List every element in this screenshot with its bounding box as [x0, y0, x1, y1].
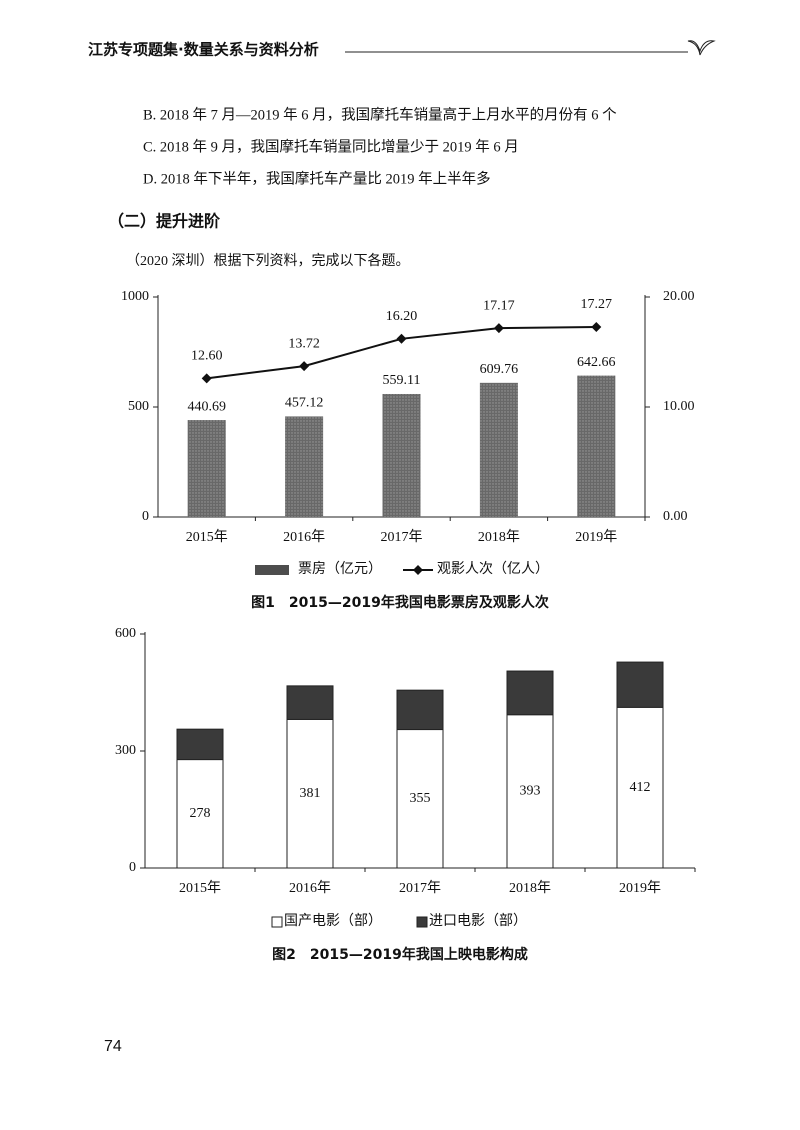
x-tick-label: 2016年 — [289, 880, 331, 896]
y-tick-label: 600 — [115, 626, 136, 641]
legend-label: 票房（亿元） — [298, 561, 382, 577]
data-label: 457.12 — [285, 396, 324, 411]
bar-segment — [286, 718, 334, 869]
option: C. 2018 年 9 月，我国摩托车销量同比增量少于 2019 年 6 月 — [143, 137, 519, 155]
x-tick-label: 2019年 — [619, 880, 661, 896]
page-number: 74 — [104, 1038, 122, 1055]
section-heading: （二）提升进阶 — [108, 212, 221, 231]
label-bg — [375, 371, 428, 390]
x-tick-label: 2019年 — [575, 529, 617, 545]
data-label: 393 — [520, 784, 541, 799]
x-tick-label: 2016年 — [283, 529, 325, 545]
bar-segment — [396, 729, 444, 869]
data-label: 16.20 — [386, 309, 418, 324]
y-tick-label: 1000 — [121, 289, 149, 304]
bar-texture — [285, 416, 324, 517]
bar-texture — [187, 420, 226, 517]
data-label: 381 — [300, 786, 321, 801]
legend-swatch — [255, 565, 289, 575]
data-label: 17.17 — [483, 298, 515, 313]
y-tick-label: 0 — [129, 860, 136, 875]
bar-segment — [616, 661, 664, 708]
y2-tick-label: 10.00 — [663, 399, 695, 414]
bar-segment — [506, 714, 554, 869]
legend-swatch — [271, 916, 283, 928]
legend-swatch — [416, 916, 428, 928]
point — [493, 323, 504, 334]
bar-segment — [506, 670, 554, 716]
sprout-icon — [687, 40, 716, 56]
x-tick-label: 2015年 — [179, 880, 221, 896]
y-tick-label: 0 — [142, 509, 149, 524]
data-label: 609.76 — [480, 362, 519, 377]
data-label: 412 — [630, 780, 651, 795]
x-tick-label: 2017年 — [381, 529, 423, 545]
label-bg — [570, 353, 623, 372]
legend-label: 国产电影（部） — [284, 913, 382, 929]
legend-label: 观影人次（亿人） — [437, 561, 549, 577]
option: D. 2018 年下半年，我国摩托车产量比 2019 年上半年多 — [143, 169, 491, 187]
bar-segment — [286, 685, 334, 720]
x-tick-label: 2018年 — [478, 529, 520, 545]
chart-caption: 图2 2015—2019年我国上映电影构成 — [272, 946, 528, 963]
label-bg — [472, 360, 525, 379]
header-title: 江苏专项题集·数量关系与资料分析 — [88, 41, 319, 59]
bar-segment — [176, 759, 224, 869]
x-tick-label: 2018年 — [509, 880, 551, 896]
x-tick-label: 2015年 — [186, 529, 228, 545]
data-label: 642.66 — [577, 355, 616, 370]
point — [591, 322, 602, 333]
legend-label: 进口电影（部） — [429, 913, 527, 929]
data-label: 440.69 — [187, 399, 226, 414]
data-label: 278 — [190, 806, 211, 821]
bar-segment — [396, 689, 444, 731]
option: B. 2018 年 7 月—2019 年 6 月，我国摩托车销量高于上月水平的月… — [143, 105, 617, 123]
point — [396, 333, 407, 344]
bar-texture — [577, 375, 616, 517]
y2-tick-label: 20.00 — [663, 289, 695, 304]
data-label: 12.60 — [191, 349, 223, 364]
intro: （2020 深圳）根据下列资料，完成以下各题。 — [126, 253, 410, 269]
data-label: 13.72 — [288, 336, 320, 351]
y-tick-label: 500 — [128, 399, 149, 414]
label-bg — [278, 394, 331, 413]
y2-tick-label: 0.00 — [663, 509, 688, 524]
data-label: 559.11 — [383, 373, 421, 388]
legend-swatch — [413, 565, 423, 575]
data-label: 355 — [410, 791, 431, 806]
label-bg — [180, 398, 233, 417]
bar-segment — [616, 706, 664, 869]
x-tick-label: 2017年 — [399, 880, 441, 896]
y-tick-label: 300 — [115, 743, 136, 758]
data-label: 17.27 — [581, 297, 613, 312]
bar-texture — [382, 393, 421, 517]
bar-segment — [176, 728, 224, 761]
point — [201, 373, 212, 384]
bar-texture — [479, 382, 518, 517]
chart-caption: 图1 2015—2019年我国电影票房及观影人次 — [251, 594, 549, 611]
point — [299, 361, 310, 372]
